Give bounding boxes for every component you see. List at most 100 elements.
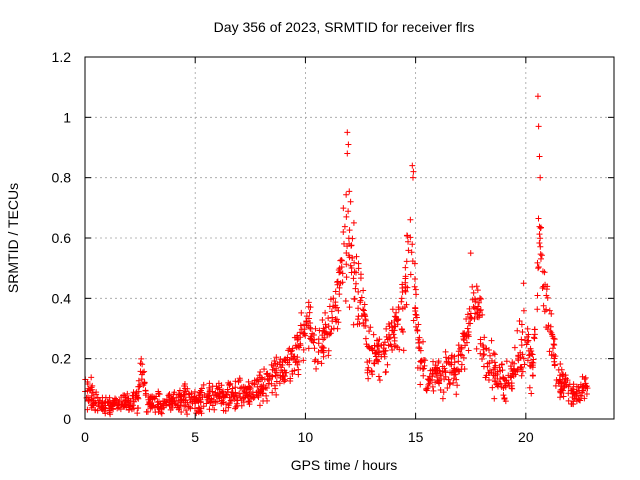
data-point	[544, 283, 551, 290]
data-point	[440, 389, 447, 396]
data-point	[115, 404, 122, 411]
data-point	[524, 325, 531, 332]
data-point	[383, 368, 390, 375]
data-point	[550, 341, 557, 348]
data-point	[398, 298, 405, 305]
data-point	[153, 393, 160, 400]
data-point	[536, 231, 543, 238]
data-point	[420, 338, 427, 345]
data-point	[529, 351, 536, 358]
data-point	[385, 342, 392, 349]
data-point	[494, 371, 501, 378]
data-point	[489, 384, 496, 391]
data-point	[94, 407, 101, 414]
data-points	[82, 93, 591, 418]
data-point	[481, 334, 488, 341]
data-point	[338, 257, 345, 264]
data-point	[581, 395, 588, 402]
data-point	[107, 411, 114, 418]
data-point	[339, 279, 346, 286]
data-point	[357, 299, 364, 306]
data-point	[280, 372, 287, 379]
data-point	[435, 358, 442, 365]
x-tick-label: 15	[408, 429, 424, 445]
data-point	[203, 400, 210, 407]
data-point	[551, 358, 558, 365]
data-point	[322, 321, 329, 328]
data-point	[543, 292, 550, 299]
data-point	[551, 342, 558, 349]
data-point	[226, 394, 233, 401]
data-point	[537, 174, 544, 181]
data-point	[475, 303, 482, 310]
data-point	[419, 357, 426, 364]
data-point	[188, 390, 195, 397]
data-point	[233, 400, 240, 407]
data-point	[535, 265, 542, 272]
data-point	[144, 408, 151, 415]
data-point	[448, 361, 455, 368]
data-point	[458, 344, 465, 351]
data-point	[346, 254, 353, 261]
data-point	[216, 384, 223, 391]
data-point	[279, 361, 286, 368]
data-point	[366, 328, 373, 335]
data-point	[249, 389, 256, 396]
data-point	[265, 375, 272, 382]
data-point	[191, 388, 198, 395]
data-point	[426, 373, 433, 380]
data-point	[135, 395, 142, 402]
data-point	[457, 351, 464, 358]
data-point	[400, 347, 407, 354]
data-point	[259, 390, 266, 397]
data-point	[487, 352, 494, 359]
data-point	[241, 388, 248, 395]
data-point	[455, 367, 462, 374]
data-point	[444, 385, 451, 392]
data-point	[446, 381, 453, 388]
data-point	[315, 348, 322, 355]
data-point	[269, 389, 276, 396]
data-point	[509, 370, 516, 377]
data-point	[581, 376, 588, 383]
data-point	[106, 407, 113, 414]
data-point	[98, 400, 105, 407]
data-point	[282, 355, 289, 362]
data-point	[344, 150, 351, 157]
data-point	[350, 321, 357, 328]
data-point	[332, 316, 339, 323]
data-point	[568, 400, 575, 407]
data-point	[418, 359, 425, 366]
data-point	[330, 295, 337, 302]
data-point	[451, 353, 458, 360]
data-point	[361, 311, 368, 318]
data-point	[189, 398, 196, 405]
data-point	[582, 374, 589, 381]
data-point	[305, 345, 312, 352]
data-point	[139, 369, 146, 376]
data-point	[357, 275, 364, 282]
data-point	[483, 372, 490, 379]
data-point	[376, 377, 383, 384]
data-point	[345, 208, 352, 215]
data-point	[570, 381, 577, 388]
data-point	[127, 397, 134, 404]
data-point	[135, 377, 142, 384]
data-point	[175, 390, 182, 397]
data-point	[535, 123, 542, 130]
data-point	[429, 370, 436, 377]
y-tick-label: 0	[63, 411, 71, 427]
data-point	[361, 301, 368, 308]
data-point	[319, 347, 326, 354]
data-point	[575, 395, 582, 402]
data-point	[240, 399, 247, 406]
data-point	[560, 387, 567, 394]
data-point	[511, 344, 518, 351]
data-point	[272, 372, 279, 379]
data-point	[297, 329, 304, 336]
data-point	[360, 287, 367, 294]
data-point	[407, 234, 414, 241]
data-point	[350, 275, 357, 282]
data-point	[187, 404, 194, 411]
data-point	[518, 342, 525, 349]
